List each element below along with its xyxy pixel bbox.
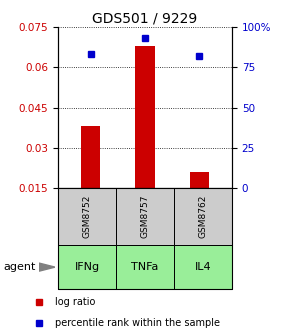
Text: GSM8762: GSM8762 (198, 195, 208, 239)
Bar (81, 126, 100, 188)
Text: GSM8757: GSM8757 (140, 195, 150, 239)
Title: GDS501 / 9229: GDS501 / 9229 (93, 12, 197, 26)
Text: TNFa: TNFa (131, 262, 159, 272)
Bar (135, 46, 155, 188)
Polygon shape (39, 263, 55, 271)
Text: GSM8752: GSM8752 (82, 195, 92, 239)
Bar (190, 172, 209, 188)
Text: agent: agent (3, 262, 35, 272)
Text: percentile rank within the sample: percentile rank within the sample (55, 318, 220, 328)
Text: log ratio: log ratio (55, 297, 95, 307)
Text: IL4: IL4 (195, 262, 211, 272)
Text: IFNg: IFNg (75, 262, 99, 272)
